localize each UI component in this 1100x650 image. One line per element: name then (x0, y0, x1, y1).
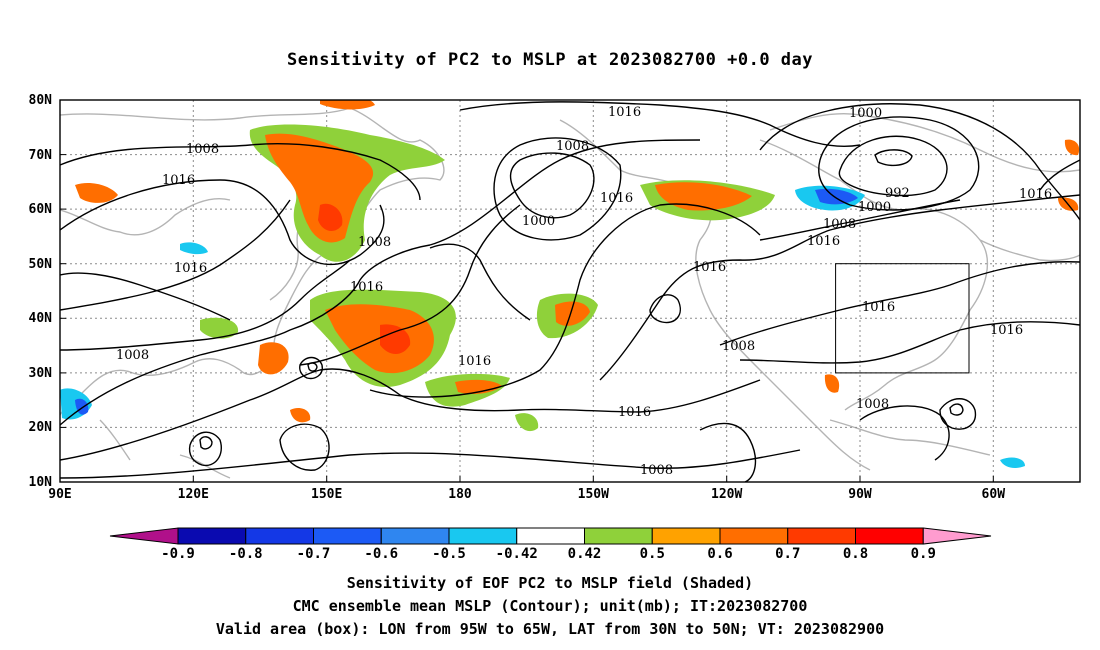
contour-label: 1016 (162, 173, 195, 188)
colorbar-swatch (855, 527, 924, 545)
colorbar-swatch (380, 527, 450, 545)
tick-marks (60, 99, 994, 483)
contour-label: 1008 (722, 339, 755, 354)
contour-label: 1008 (640, 463, 673, 478)
lon-label: 90W (848, 487, 872, 502)
contour-label: 1016 (807, 234, 840, 249)
colorbar-swatch (719, 527, 789, 545)
caption-contour: CMC ensemble mean MSLP (Contour); unit(m… (292, 597, 808, 615)
colorbar-swatch (584, 527, 653, 545)
colorbar-swatch (177, 527, 247, 545)
contour-label: 1000 (849, 106, 882, 121)
valid-area-box (835, 263, 970, 374)
lat-label: 30N (29, 366, 53, 381)
caption-valid-area: Valid area (box): LON from 95W to 65W, L… (215, 620, 885, 638)
caption-shaded: Sensitivity of EOF PC2 to MSLP field (Sh… (346, 574, 754, 592)
contour-label: 1016 (174, 261, 207, 276)
colorbar-label: -0.8 (229, 546, 263, 562)
contour-label: 1016 (693, 260, 726, 275)
colorbar-arrow-right (922, 527, 992, 545)
colorbar-label: 0.9 (911, 546, 936, 562)
lat-label: 60N (29, 202, 53, 217)
colorbar-label: 0.5 (640, 546, 665, 562)
colorbar-label: -0.6 (364, 546, 398, 562)
lat-label: 70N (29, 148, 53, 163)
colorbar-swatch (313, 527, 382, 545)
colorbar-swatch (787, 527, 856, 545)
plot-frame (59, 99, 1081, 483)
colorbar-swatch (651, 527, 721, 545)
contour-label: 1016 (1019, 187, 1052, 202)
contour-label: 1000 (522, 214, 555, 229)
coastlines (60, 107, 1080, 479)
colorbar-arrow-left (109, 527, 179, 545)
contour-label: 1008 (823, 217, 856, 232)
latitude-labels: 80N 70N 60N 50N 40N 30N 20N 10N (29, 93, 53, 490)
colorbar-label: -0.5 (432, 546, 466, 562)
lon-label: 120E (178, 487, 209, 502)
contour-label: 1000 (858, 200, 891, 215)
lon-label: 90E (48, 487, 71, 502)
contour-label: 1016 (618, 405, 651, 420)
colorbar-label: -0.7 (297, 546, 331, 562)
contour-label: 992 (885, 186, 910, 201)
colorbar-label: 0.6 (707, 546, 732, 562)
lon-label: 120W (711, 487, 742, 502)
contour-labels: 1016 1008 1016 1008 1000 1016 1000 992 1… (116, 105, 1052, 478)
negative-sensitivity-shading (60, 185, 1025, 468)
lon-label: 150E (311, 487, 342, 502)
lat-label: 40N (29, 311, 53, 326)
contour-label: 1016 (458, 354, 491, 369)
colorbar-label: 0.7 (775, 546, 800, 562)
lat-label: 80N (29, 93, 53, 108)
colorbar-swatch (245, 527, 314, 545)
lon-label: 180 (448, 487, 472, 502)
contour-label: 1016 (990, 323, 1023, 338)
contour-label: 1008 (856, 397, 889, 412)
lon-label: 150W (578, 487, 609, 502)
contour-label: 1008 (116, 348, 149, 363)
contour-label: 1016 (608, 105, 641, 120)
contour-label: 1016 (600, 191, 633, 206)
contour-label: 1016 (350, 280, 383, 295)
lon-label: 60W (982, 487, 1006, 502)
mslp-contours (60, 101, 1080, 482)
contour-label: 1008 (358, 235, 391, 250)
colorbar-label: 0.8 (843, 546, 868, 562)
lat-label: 10N (29, 475, 53, 490)
colorbar-label: -0.9 (161, 546, 195, 562)
contour-label: 1016 (862, 300, 895, 315)
map-title: Sensitivity of PC2 to MSLP at 2023082700… (286, 50, 813, 70)
colorbar-swatch (516, 527, 585, 545)
colorbar-swatch (448, 527, 518, 545)
colorbar-labels: -0.9 -0.8 -0.7 -0.6 -0.5 -0.42 0.42 0.5 … (161, 546, 936, 562)
plot-area (60, 100, 1080, 482)
colorbar-label: 0.42 (568, 546, 602, 562)
contour-label: 1008 (186, 142, 219, 157)
contour-label: 1008 (556, 139, 589, 154)
colorbar (109, 527, 992, 545)
lat-label: 20N (29, 420, 53, 435)
colorbar-label: -0.42 (496, 546, 538, 562)
longitude-labels: 90E 120E 150E 180 150W 120W 90W 60W (48, 487, 1005, 502)
lat-label: 50N (29, 257, 53, 272)
